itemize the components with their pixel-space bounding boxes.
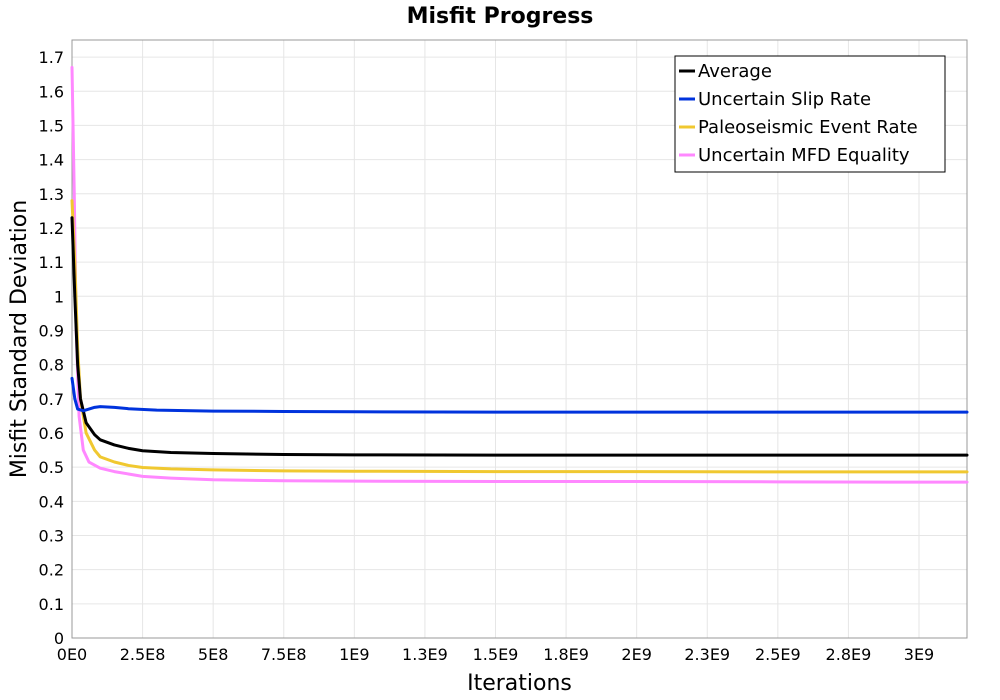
y-tick-label: 1.4 [39,151,64,170]
chart-title: Misfit Progress [407,4,594,29]
y-tick-label: 1.3 [39,185,64,204]
legend: Average Uncertain Slip Rate Paleoseismic E… [674,55,946,173]
y-tick-label: 0.9 [39,321,64,340]
y-tick-label: 0.8 [39,356,64,375]
y-tick-label: 0.2 [39,561,64,580]
y-tick-label: 1.5 [39,116,64,135]
x-tick-label: 7.5E8 [261,645,307,664]
series-line-uncertain-mfd-equality [70,65,969,484]
y-axis-label: Misfit Standard Deviation [7,200,32,478]
y-tick-label: 0.5 [39,458,64,477]
y-tick-label: 0.7 [39,390,64,409]
x-tick-label: 0E0 [57,645,87,664]
y-tick-label: 0.3 [39,526,64,545]
tick-labels: 0 0.1 0.2 0.3 0.4 0.5 0.6 0.7 0.8 0.9 1 1.1 1.2 1.3 1.… [39,48,935,664]
grid-lines [71,39,968,639]
y-tick-label: 1.2 [39,219,64,238]
series-lines [70,65,969,484]
x-tick-label: 1.8E9 [543,645,589,664]
x-tick-label: 2E9 [621,645,651,664]
legend-label-uncertain-slip-rate: Uncertain Slip Rate [698,89,871,110]
y-tick-label: 1 [54,287,64,306]
series-line-average [70,216,969,457]
y-tick-label: 0 [54,629,64,648]
x-tick-label: 2.5E9 [755,645,801,664]
y-tick-label: 0.6 [39,424,64,443]
x-tick-label: 5E8 [198,645,228,664]
x-axis-label: Iterations [467,671,572,696]
x-tick-label: 2.8E9 [826,645,872,664]
legend-label-average: Average [698,61,772,82]
plot-frame [71,39,968,639]
series-line-uncertain-slip-rate [70,376,969,414]
y-tick-label: 0.4 [39,492,64,511]
y-tick-label: 1.6 [39,82,64,101]
x-tick-label: 3E9 [904,645,934,664]
y-tick-label: 1.1 [39,253,64,272]
legend-label-uncertain-mfd-equality: Uncertain MFD Equality [698,145,910,166]
legend-label-paleoseismic-event-rate: Paleoseismic Event Rate [698,117,918,138]
x-tick-label: 1.3E9 [402,645,448,664]
x-tick-label: 2.3E9 [684,645,730,664]
legend-box [674,55,946,173]
y-tick-label: 0.1 [39,595,64,614]
x-tick-label: 1.5E9 [473,645,519,664]
y-tick-label: 1.7 [39,48,64,67]
x-tick-label: 2.5E8 [120,645,166,664]
x-tick-label: 1E9 [339,645,369,664]
